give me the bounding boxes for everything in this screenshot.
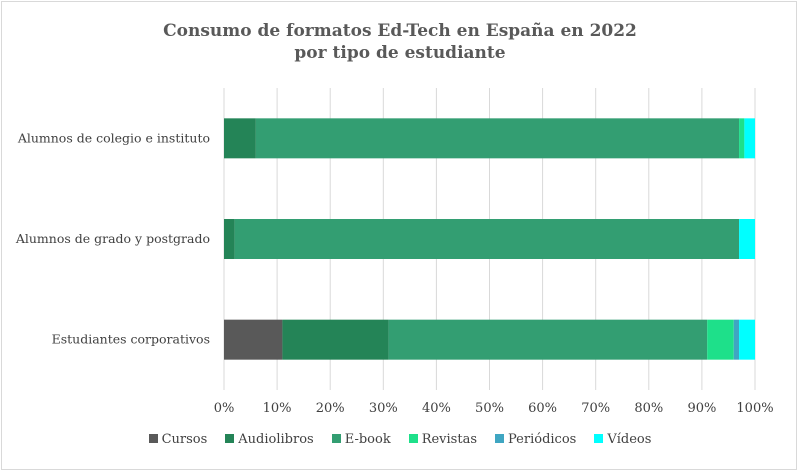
legend-label: Audiolibros (238, 432, 314, 447)
x-tick-label: 0% (214, 401, 235, 416)
legend-item: Audiolibros (225, 432, 314, 447)
x-tick-label: 80% (634, 401, 663, 416)
x-tick-label: 70% (581, 401, 610, 416)
bar-segment-e-book (255, 118, 740, 159)
category-label: Alumnos de colegio e instituto (17, 130, 210, 145)
legend-item: Vídeos (594, 432, 651, 447)
legend-swatch (594, 434, 604, 443)
bar-segment-e-book (234, 219, 740, 259)
x-tick-label: 50% (475, 401, 504, 416)
bars (224, 118, 755, 360)
bar-segment-revistas (739, 118, 745, 159)
x-tick-label: 100% (736, 401, 773, 416)
x-tick-label: 30% (369, 401, 398, 416)
bar-segment-e-book (388, 319, 708, 360)
legend-label: Periódicos (508, 432, 577, 447)
legend-swatch (495, 434, 505, 443)
bar-segment-v-deos (739, 319, 755, 360)
chart-title-line-2: por tipo de estudiante (294, 43, 506, 63)
legend-label: Vídeos (607, 432, 652, 447)
legend-label: Revistas (421, 432, 478, 447)
legend-swatch (148, 434, 158, 443)
legend-swatch (408, 434, 418, 443)
bar-segment-audiolibros (224, 219, 235, 259)
x-tick-label: 90% (687, 401, 716, 416)
legend-label: Cursos (161, 432, 208, 447)
x-tick-label: 10% (263, 401, 292, 416)
legend-item: Periódicos (495, 432, 576, 447)
bar-segment-revistas (707, 319, 734, 360)
x-tick-label: 20% (316, 401, 345, 416)
legend-label: E-book (344, 432, 391, 447)
x-tick-label: 40% (422, 401, 451, 416)
legend-item: Cursos (148, 432, 208, 447)
category-labels: Alumnos de colegio e instituto Alumnos de… (15, 130, 210, 346)
bar-segment-peri-dicos (733, 319, 740, 360)
category-label: Alumnos de grado y postgrado (15, 231, 210, 246)
bar-segment-audiolibros (282, 319, 389, 360)
bar-segment-v-deos (739, 219, 755, 259)
chart-title: Consumo de formatos Ed-Tech en España en… (0, 20, 800, 64)
category-label: Estudiantes corporativos (52, 332, 210, 347)
x-tick-labels: 0% 10% 20% 30% 40% 50% 60% 70% 80% 90% 100% (214, 401, 774, 416)
x-tick-label: 60% (528, 401, 557, 416)
bar-segment-v-deos (744, 118, 755, 159)
legend-swatch (225, 434, 235, 443)
legend-item: E-book (331, 432, 391, 447)
legend-swatch (331, 434, 341, 443)
legend-item: Revistas (408, 432, 478, 447)
bar-segment-cursos (224, 319, 283, 360)
bar-segment-audiolibros (224, 118, 256, 159)
legend: Cursos Audiolibros E-book Revistas Periódico… (0, 432, 800, 447)
chart-title-line-1: Consumo de formatos Ed-Tech en España en… (163, 21, 637, 41)
